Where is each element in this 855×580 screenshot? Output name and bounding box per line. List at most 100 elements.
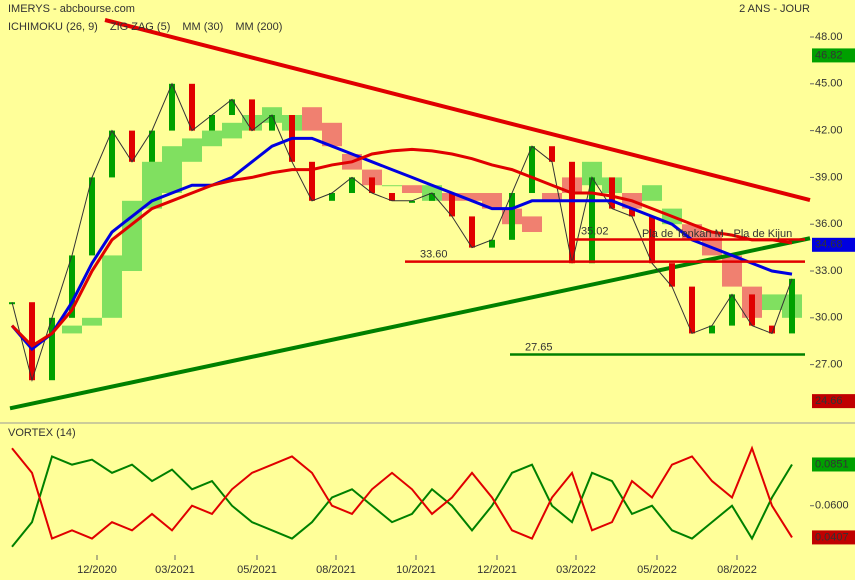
price-bar [189, 83, 195, 131]
legend-entry: ICHIMOKU (26, 9) [8, 21, 98, 33]
price-bar [249, 99, 255, 131]
price-bar [129, 130, 135, 162]
value-marker [812, 530, 855, 545]
price-bar [709, 325, 715, 334]
price-bar [69, 255, 75, 318]
price-bar [789, 278, 795, 334]
price-bar [49, 317, 55, 381]
price-bar [429, 193, 435, 201]
price-bar [449, 193, 455, 217]
x-tick-label: 12/2021 [477, 564, 517, 576]
moving-average [10, 147, 793, 348]
price-bar [269, 115, 275, 131]
trendline [104, 18, 811, 202]
ichimoku-cloud [402, 185, 422, 194]
price-bar [29, 302, 35, 381]
price-bar [109, 130, 115, 178]
ichimoku-cloud [82, 317, 102, 326]
price-bar [149, 130, 155, 162]
price-bar [489, 239, 495, 248]
annotation: Pla de Tenkan M - Pla de Kijun [642, 228, 792, 240]
legend-entry: MM (200) [235, 21, 282, 33]
value-marker-label: 24.66 [815, 395, 843, 407]
x-tick-label: 12/2020 [77, 564, 117, 576]
vortex-line [11, 445, 793, 540]
ichimoku-cloud [382, 185, 402, 187]
ichimoku-cloud [462, 193, 482, 201]
price-bar [389, 193, 395, 201]
value-marker-label: 34.68 [815, 239, 843, 251]
price-bar [609, 177, 615, 209]
price-bar [569, 161, 575, 264]
ichimoku-cloud [202, 130, 222, 147]
ichimoku-cloud [522, 216, 542, 233]
price-bar [549, 146, 555, 162]
value-marker-label: 0.0851 [815, 458, 849, 470]
x-tick-label: 08/2022 [717, 564, 757, 576]
value-marker [812, 457, 855, 472]
price-bar [769, 325, 775, 334]
price-bar [349, 177, 355, 194]
price-bar [329, 193, 335, 201]
y-tick-label: 42.00 [815, 125, 843, 137]
chart-title: IMERYS - abcbourse.com [8, 3, 135, 15]
x-tick-label: 05/2021 [237, 564, 277, 576]
value-marker [812, 394, 855, 409]
price-bar [509, 193, 515, 240]
price-bar [529, 146, 535, 194]
price-bar [469, 216, 475, 248]
ichimoku-cloud [182, 138, 202, 162]
x-tick-label: 10/2021 [396, 564, 436, 576]
ichimoku-cloud [582, 161, 602, 186]
ichimoku-cloud [542, 193, 562, 201]
y-tick-label: 33.00 [815, 265, 843, 277]
value-marker-label: 0.0407 [815, 531, 849, 543]
ichimoku-cloud [102, 255, 122, 318]
ichimoku-cloud [762, 294, 782, 311]
vortex-title: VORTEX (14) [8, 427, 76, 439]
price-line [11, 82, 793, 383]
price-bar [729, 294, 735, 326]
price-bar [369, 177, 375, 194]
level-label: 35.02 [581, 225, 609, 237]
level-label: 27.65 [525, 341, 553, 353]
ichimoku-cloud [482, 193, 502, 209]
x-tick-label: 05/2022 [637, 564, 677, 576]
price-bar [309, 161, 315, 201]
vortex-line [11, 455, 793, 548]
x-tick-label: 08/2021 [316, 564, 356, 576]
ichimoku-cloud [322, 122, 342, 147]
ichimoku-cloud [142, 161, 162, 209]
price-bar [669, 263, 675, 287]
price-bar [589, 177, 595, 264]
price-bar [89, 177, 95, 256]
value-marker [812, 48, 855, 63]
price-bar [629, 208, 635, 217]
x-tick-label: 03/2022 [556, 564, 596, 576]
y-tick-label: 27.00 [815, 359, 843, 371]
legend-entry: MM (30) [182, 21, 223, 33]
ichimoku-cloud [642, 185, 662, 201]
y-tick-label: 48.00 [815, 31, 843, 43]
ichimoku-cloud [722, 255, 742, 287]
moving-average [10, 136, 793, 352]
ichimoku-cloud [162, 146, 182, 194]
level-label: 33.60 [420, 249, 448, 261]
price-bar [689, 286, 695, 334]
price-bar [169, 83, 175, 131]
y-tick-label: 36.00 [815, 218, 843, 230]
ichimoku-cloud [62, 325, 82, 334]
y-tick-label: 0.0600 [815, 500, 849, 512]
y-tick-label: 39.00 [815, 171, 843, 183]
legend-entry: ZIG ZAG (5) [110, 21, 171, 33]
trendline [9, 236, 811, 411]
price-bar [229, 99, 235, 116]
value-marker [812, 237, 855, 252]
price-bar [209, 115, 215, 131]
chart-subtitle: 2 ANS - JOUR [739, 3, 810, 15]
y-tick-label: 45.00 [815, 78, 843, 90]
ichimoku-cloud [302, 107, 322, 131]
x-tick-label: 03/2021 [155, 564, 195, 576]
ichimoku-cloud [222, 122, 242, 139]
